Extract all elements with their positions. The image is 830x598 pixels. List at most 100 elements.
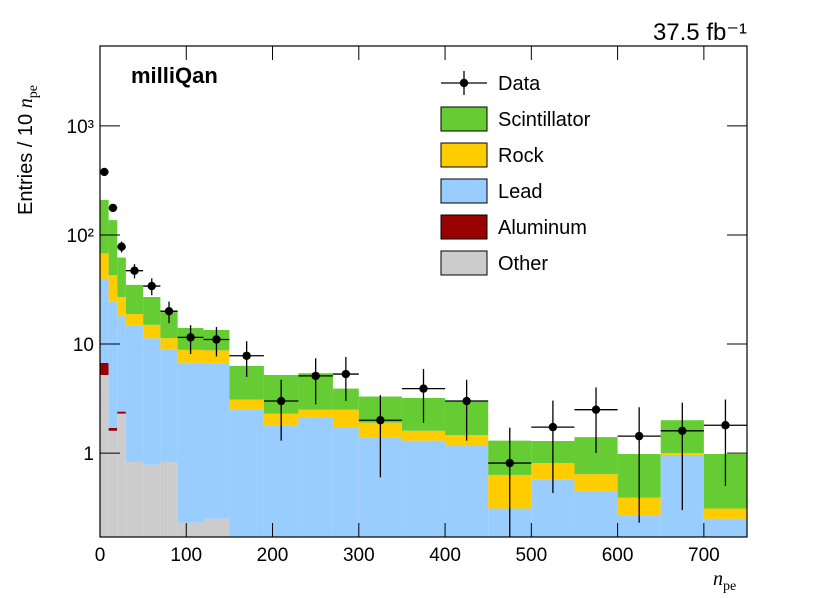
legend-swatch: [440, 142, 488, 168]
stack-segment: [125, 284, 144, 315]
legend-label: Other: [498, 253, 548, 275]
stack-segment: [100, 374, 109, 537]
stack-segment: [108, 275, 118, 302]
x-label-var: n: [713, 568, 723, 590]
data-marker: [634, 431, 644, 441]
stack-segment: [203, 350, 230, 364]
stack-segment: [160, 349, 178, 462]
x-tick-label: 300: [343, 545, 375, 566]
y-label-sub: pe: [26, 85, 41, 98]
x-axis-label: npe: [713, 568, 736, 594]
legend-swatch: [440, 178, 488, 204]
data-point: [531, 400, 575, 494]
y-label-var: n: [15, 98, 37, 108]
stack-segment: [617, 515, 661, 537]
x-tick-label: 0: [95, 545, 106, 566]
legend-entry: Data: [441, 71, 541, 95]
legend-label: Scintillator: [498, 109, 591, 131]
legend-swatch: [440, 214, 488, 240]
stack-segment: [445, 446, 489, 537]
x-tick-label: 500: [515, 545, 547, 566]
data-marker: [505, 458, 514, 468]
data-point: [229, 341, 264, 377]
stack-segment: [125, 461, 144, 537]
legend-label: Aluminum: [498, 217, 587, 239]
stack-segment: [177, 349, 204, 363]
stack-segment: [332, 427, 359, 537]
data-point: [445, 379, 489, 441]
data-marker: [462, 396, 471, 406]
stack-segment: [117, 316, 126, 412]
stack-segment: [108, 430, 118, 537]
data-marker: [212, 335, 221, 344]
legend-entry: Other: [440, 250, 548, 276]
x-label-sub: pe: [723, 579, 736, 594]
stack-segment: [332, 409, 359, 428]
data-point: [117, 241, 126, 253]
stack-segment: [177, 362, 204, 523]
stack-segment: [401, 430, 446, 441]
data-point: [332, 357, 359, 402]
stack-segment: [117, 413, 126, 537]
stack-segment: [401, 440, 446, 537]
x-tick-label: 100: [170, 545, 202, 566]
data-point: [660, 402, 704, 511]
data-point: [108, 203, 118, 213]
stack-segment: [100, 253, 109, 279]
data-point: [125, 264, 144, 279]
legend-label: Lead: [498, 181, 543, 203]
y-axis-label: Entries / 10 npe: [15, 85, 41, 215]
data-marker: [164, 306, 174, 316]
stack-segment: [298, 409, 333, 418]
stack-segment: [703, 518, 747, 537]
stack-segment: [263, 425, 299, 537]
x-tick-label: 600: [602, 545, 634, 566]
x-tick-label: 400: [429, 545, 461, 566]
data-marker: [242, 351, 251, 360]
stack-segment: [100, 362, 109, 375]
stack-segment: [229, 399, 264, 410]
data-marker: [130, 266, 139, 275]
data-marker: [276, 396, 286, 406]
stack-segment: [703, 508, 747, 519]
stack-segment: [117, 411, 126, 414]
data-marker: [419, 384, 428, 393]
data-point: [617, 407, 661, 523]
stack-segment: [203, 363, 230, 519]
axes-frame: [99, 45, 748, 538]
y-tick-label: 10³: [67, 117, 94, 138]
data-marker: [548, 422, 558, 432]
data-point: [401, 368, 446, 423]
legend-label: Data: [498, 73, 541, 95]
stack-segment: [177, 522, 204, 537]
data-point: [298, 358, 333, 405]
luminosity: 37.5 fb⁻¹: [653, 19, 747, 46]
stack-segment: [143, 296, 161, 325]
plot-area: [100, 167, 747, 537]
data-marker: [721, 421, 730, 430]
data-marker: [108, 203, 118, 213]
stack-segment: [117, 257, 126, 297]
x-tick-label: 200: [257, 545, 289, 566]
data-marker: [341, 369, 351, 379]
stack-segment: [108, 427, 118, 431]
experiment-label: milliQan: [131, 63, 218, 88]
legend-entry: Aluminum: [440, 214, 587, 240]
data-point: [143, 278, 161, 296]
data-point: [358, 395, 402, 478]
stack-segment: [229, 409, 264, 537]
stack-segment: [203, 518, 230, 537]
legend-swatch: [440, 250, 488, 276]
stack-segment: [125, 325, 144, 462]
y-tick-label: 1: [83, 444, 94, 465]
legend-marker: [459, 78, 469, 88]
stack-segment: [143, 464, 161, 537]
data-point: [177, 325, 204, 354]
data-point: [203, 327, 230, 357]
data-marker: [311, 371, 320, 381]
legend-label: Rock: [498, 145, 545, 167]
data-marker: [591, 405, 601, 414]
stack-segment: [117, 296, 126, 317]
legend-swatch: [440, 106, 488, 132]
data-marker: [186, 333, 195, 342]
